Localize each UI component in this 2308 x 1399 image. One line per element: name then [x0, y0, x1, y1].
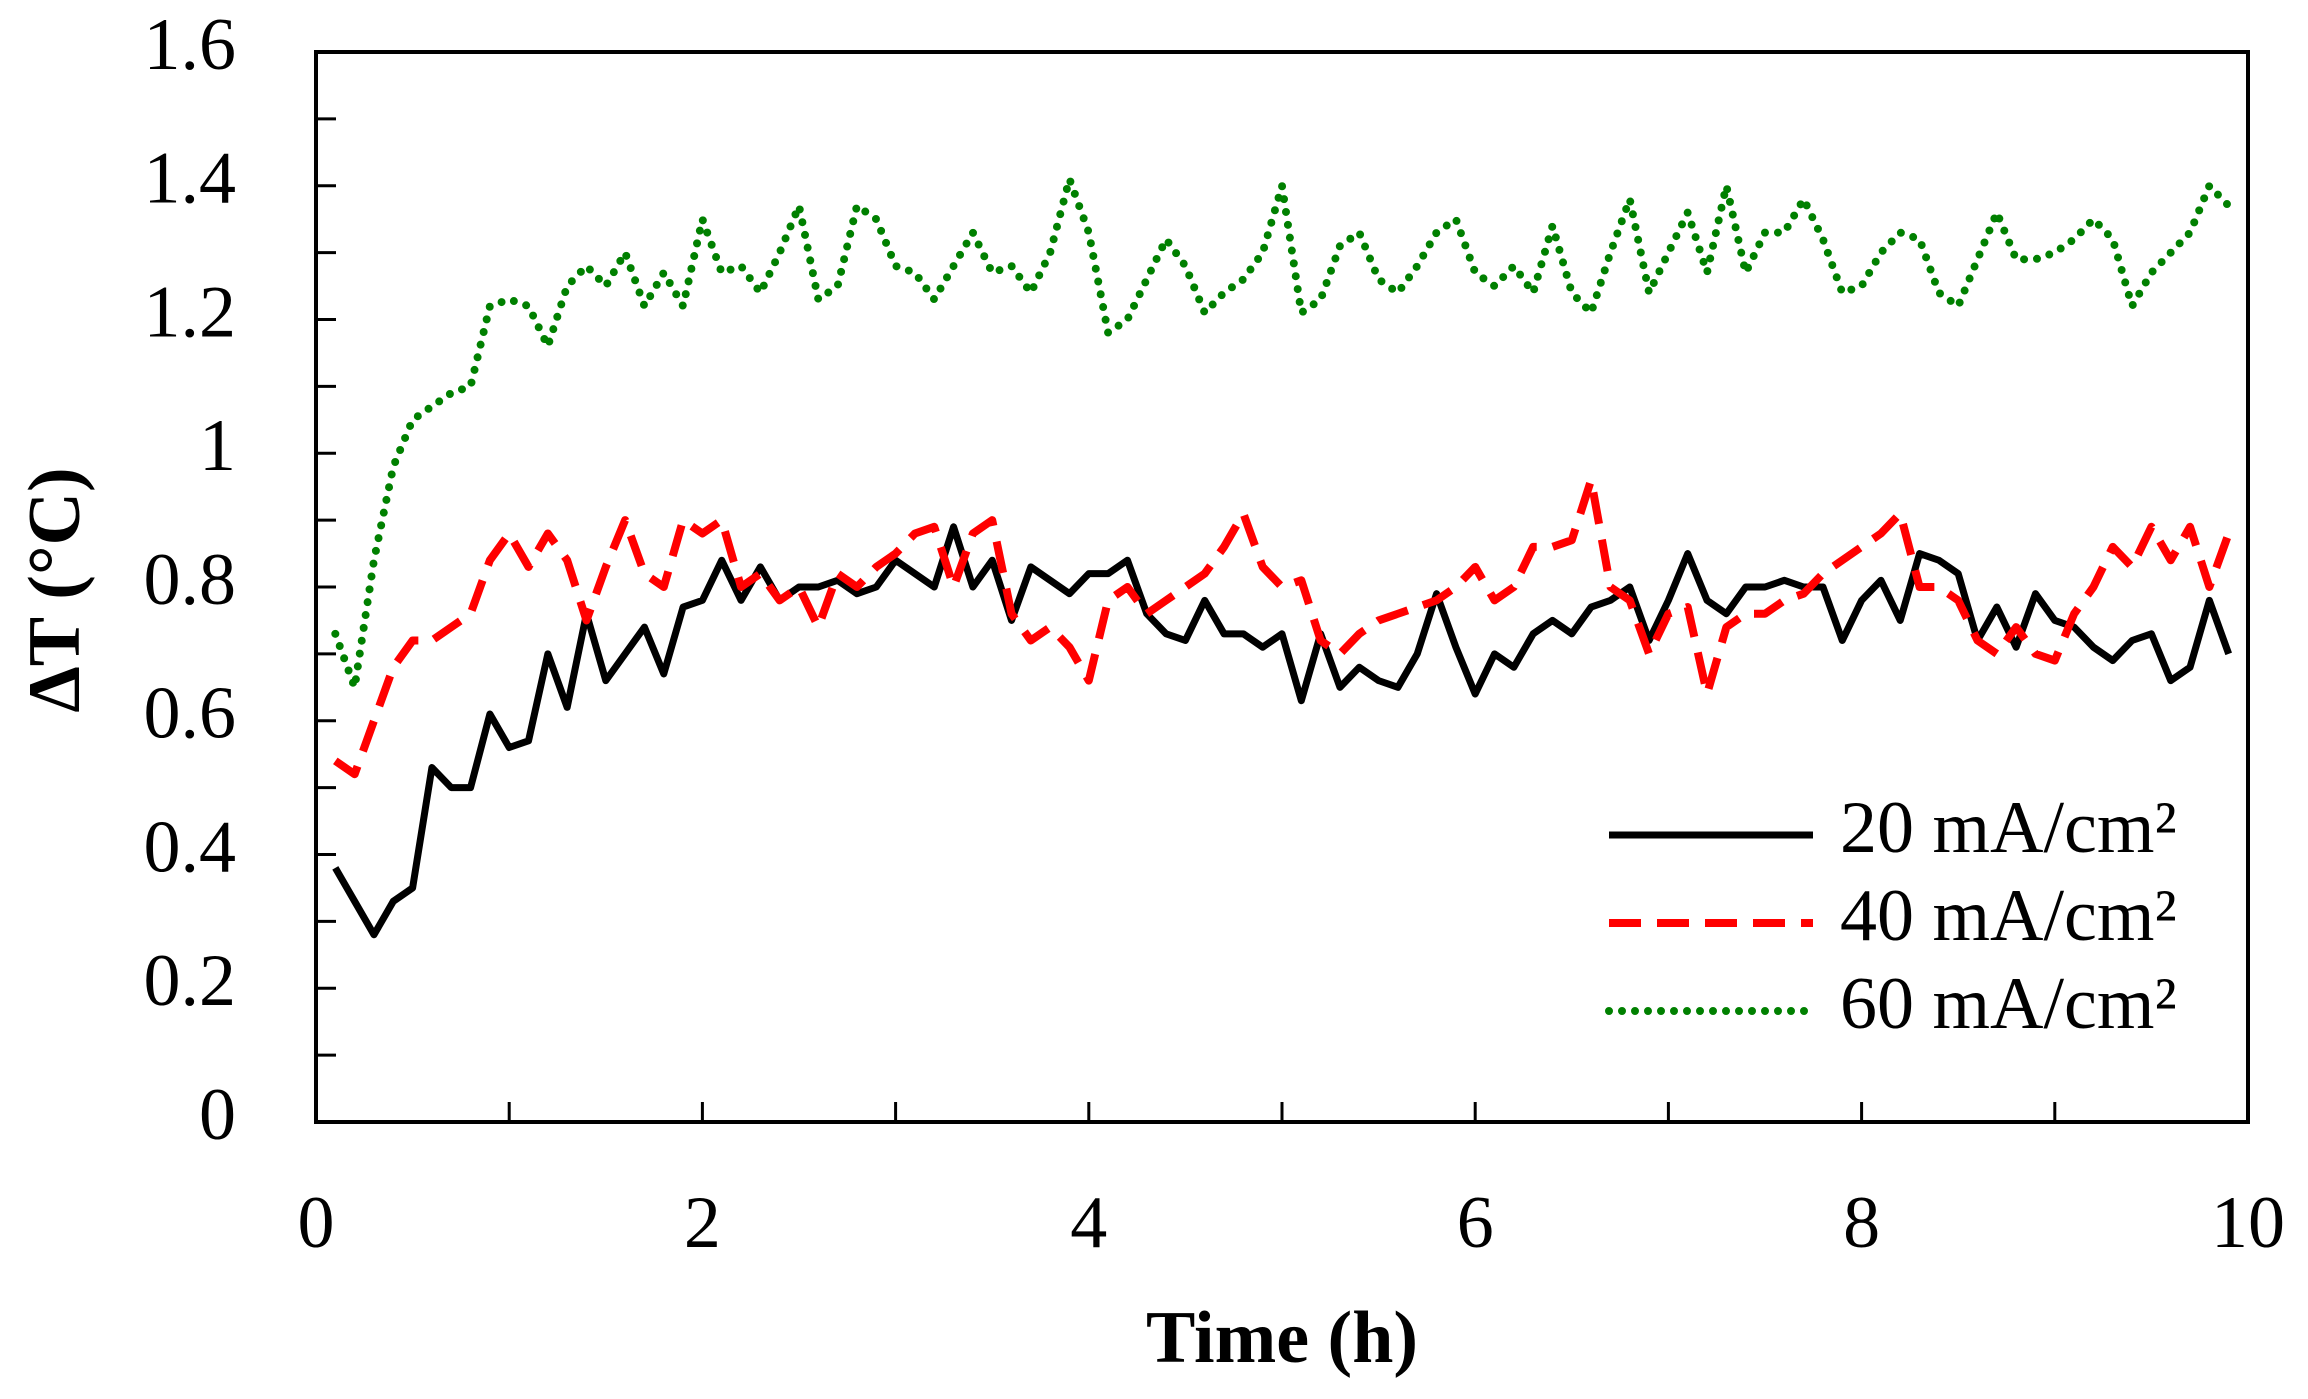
y-tick-label: 0.4	[144, 806, 237, 888]
legend-label: 20 mA/cm²	[1840, 787, 2177, 869]
x-tick-label: 6	[1457, 1182, 1494, 1264]
y-tick-label: 1	[199, 405, 236, 487]
y-tick-label: 1.4	[144, 138, 237, 220]
series-line	[331, 175, 2233, 692]
legend-label: 40 mA/cm²	[1840, 875, 2177, 957]
y-tick-label: 0.8	[144, 539, 237, 621]
plot-frame	[314, 50, 2250, 1124]
y-tick-label: 1.6	[144, 4, 237, 86]
y-tick-label: 0.2	[144, 940, 237, 1022]
y-tick-label: 1.2	[144, 271, 237, 353]
x-tick-label: 2	[684, 1182, 721, 1264]
legend-label: 60 mA/cm²	[1840, 963, 2177, 1045]
y-tick-label: 0.6	[144, 673, 237, 755]
x-tick-label: 8	[1843, 1182, 1880, 1264]
x-tick-label: 4	[1070, 1182, 1107, 1264]
y-axis-label: ΔT (°C)	[14, 467, 96, 712]
x-tick-label: 10	[2211, 1182, 2285, 1264]
series-line	[332, 523, 2232, 939]
x-axis-label: Time (h)	[1146, 1297, 1418, 1379]
y-tick-label: 0	[199, 1074, 236, 1156]
series-line	[333, 476, 2233, 779]
x-tick-label: 0	[298, 1182, 335, 1264]
